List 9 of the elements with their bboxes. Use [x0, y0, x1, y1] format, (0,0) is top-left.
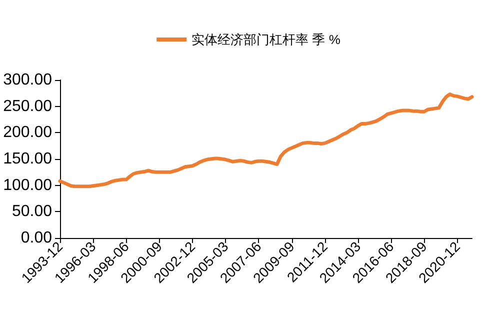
- legend-label: 实体经济部门杠杆率 季 %: [192, 32, 341, 47]
- y-tick-label: 150.00: [3, 150, 52, 168]
- y-tick-label: 300.00: [3, 72, 52, 88]
- y-tick-label: 200.00: [3, 124, 52, 142]
- y-tick-label: 0.00: [20, 230, 52, 246]
- y-tick-label: 100.00: [3, 176, 52, 194]
- y-tick-label: 250.00: [3, 98, 52, 115]
- line-series: [58, 92, 474, 188]
- y-tick-label: 50.00: [12, 203, 52, 220]
